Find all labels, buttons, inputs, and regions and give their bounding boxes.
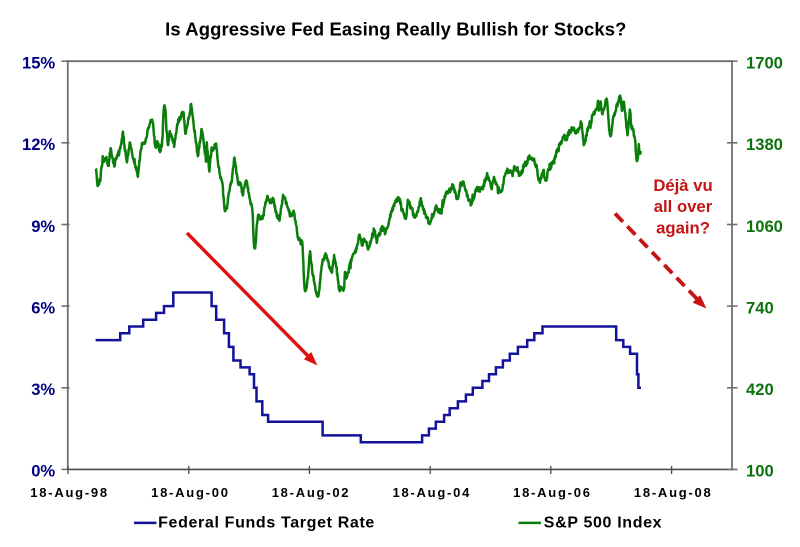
- svg-text:18-Aug-00: 18-Aug-00: [151, 485, 230, 500]
- svg-text:18-Aug-04: 18-Aug-04: [392, 485, 471, 500]
- svg-text:again?: again?: [656, 218, 710, 237]
- svg-text:3%: 3%: [31, 380, 55, 399]
- svg-text:S&P 500 Index: S&P 500 Index: [544, 514, 662, 531]
- svg-text:1380: 1380: [746, 135, 783, 154]
- svg-text:Federal Funds Target Rate: Federal Funds Target Rate: [158, 514, 375, 531]
- svg-text:18-Aug-98: 18-Aug-98: [30, 485, 109, 500]
- svg-text:9%: 9%: [31, 217, 55, 236]
- svg-text:740: 740: [746, 298, 774, 317]
- svg-text:18-Aug-08: 18-Aug-08: [634, 485, 713, 500]
- svg-text:Déjà vu: Déjà vu: [653, 176, 712, 195]
- svg-text:1060: 1060: [746, 217, 783, 236]
- svg-text:18-Aug-02: 18-Aug-02: [272, 485, 351, 500]
- svg-text:100: 100: [746, 462, 774, 481]
- svg-text:all over: all over: [654, 197, 713, 216]
- svg-text:18-Aug-06: 18-Aug-06: [513, 485, 592, 500]
- svg-text:15%: 15%: [22, 54, 55, 73]
- svg-text:6%: 6%: [31, 298, 55, 317]
- svg-text:Is Aggressive Fed Easing Reall: Is Aggressive Fed Easing Really Bullish …: [165, 18, 626, 39]
- svg-text:12%: 12%: [22, 135, 55, 154]
- svg-text:0%: 0%: [31, 462, 55, 481]
- svg-text:420: 420: [746, 380, 774, 399]
- svg-text:1700: 1700: [746, 54, 783, 73]
